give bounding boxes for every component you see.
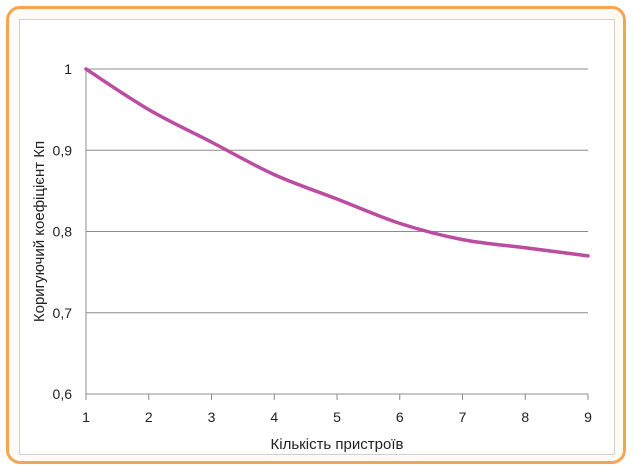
data-point — [211, 142, 212, 143]
y-axis-ticks: 0,6 0,7 0,8 0,9 1 — [53, 61, 73, 402]
x-tick-label: 1 — [82, 409, 90, 425]
y-tick-label: 0,8 — [53, 224, 73, 240]
data-point — [337, 199, 338, 200]
x-tick-label: 4 — [270, 409, 278, 425]
y-tick-label: 1 — [64, 61, 72, 77]
y-tick-label: 0,6 — [53, 386, 73, 402]
x-tick-label: 3 — [208, 409, 216, 425]
data-point — [399, 223, 400, 224]
y-tick-label: 0,9 — [53, 142, 73, 158]
data-point — [274, 174, 275, 175]
x-tick-label: 8 — [521, 409, 529, 425]
data-point — [525, 247, 526, 248]
x-axis-title: Кількість пристроїв — [271, 436, 404, 453]
gridlines — [85, 68, 588, 395]
x-tick-label: 9 — [584, 409, 592, 425]
data-point — [588, 255, 589, 256]
x-tick-label: 5 — [333, 409, 341, 425]
data-point — [86, 69, 87, 70]
y-tick-label: 0,7 — [53, 305, 73, 321]
data-point — [148, 109, 149, 110]
y-axis-title: Коригуючий коефіцієнт Кп — [31, 141, 48, 322]
series-layer — [84, 67, 590, 258]
series-line — [84, 67, 590, 258]
x-tick-label: 7 — [459, 409, 467, 425]
x-tick-label: 2 — [145, 409, 153, 425]
x-axis-ticks: 1 2 3 4 5 6 7 8 9 — [82, 394, 592, 425]
data-point — [462, 239, 463, 240]
x-tick-label: 6 — [396, 409, 404, 425]
